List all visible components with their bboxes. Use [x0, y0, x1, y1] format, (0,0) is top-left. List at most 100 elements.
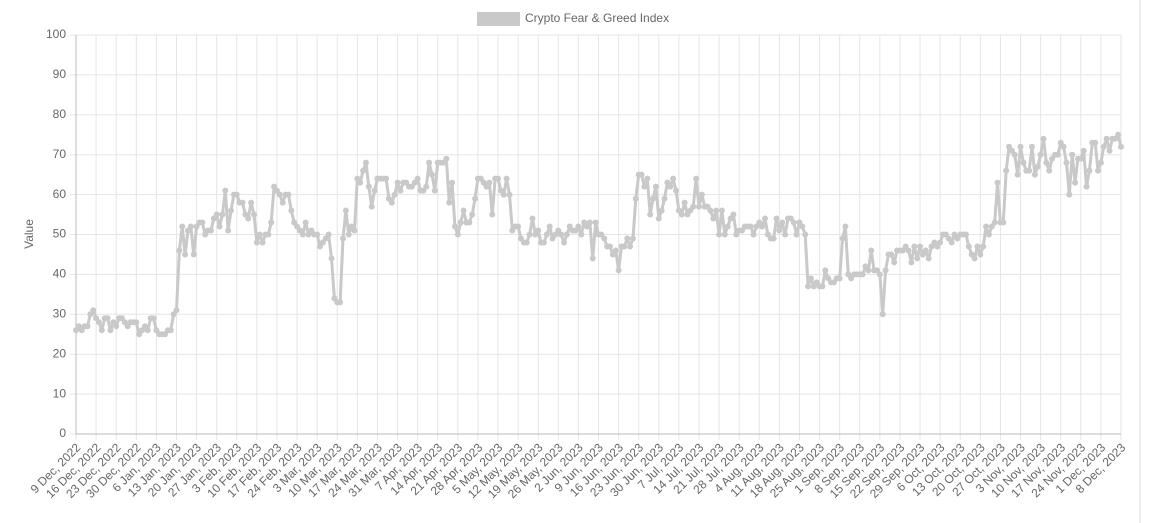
data-point: [974, 243, 981, 250]
data-point: [1054, 151, 1061, 158]
data-point: [1080, 147, 1087, 154]
data-point: [342, 207, 349, 214]
data-point: [661, 195, 668, 202]
data-point: [1063, 159, 1070, 166]
data-point: [876, 271, 883, 278]
data-point: [351, 227, 358, 234]
data-point: [673, 187, 680, 194]
data-point: [911, 243, 918, 250]
data-point: [489, 211, 496, 218]
data-point: [1011, 151, 1018, 158]
data-point: [469, 211, 476, 218]
data-point: [1095, 167, 1102, 174]
data-point: [1026, 167, 1033, 174]
data-point: [905, 247, 912, 254]
data-point: [558, 231, 565, 238]
data-point: [515, 223, 522, 230]
data-point: [276, 191, 283, 198]
data-point: [339, 235, 346, 242]
data-point: [1077, 155, 1084, 162]
data-point: [225, 227, 232, 234]
data-point: [888, 251, 895, 258]
data-point: [503, 175, 510, 182]
data-point: [776, 227, 783, 234]
data-point: [1000, 219, 1007, 226]
data-point: [693, 175, 700, 182]
data-point: [285, 191, 292, 198]
data-point: [802, 231, 809, 238]
legend-label: Crypto Fear & Greed Index: [525, 11, 669, 25]
y-tick-label: 10: [53, 386, 67, 400]
data-point: [724, 223, 731, 230]
data-point: [250, 211, 257, 218]
data-point: [423, 183, 430, 190]
data-point: [466, 219, 473, 226]
data-point: [779, 219, 786, 226]
data-point: [222, 187, 229, 194]
data-point: [859, 271, 866, 278]
data-point: [710, 215, 717, 222]
data-point: [971, 255, 978, 262]
data-point: [925, 255, 932, 262]
data-point: [1097, 159, 1104, 166]
data-point: [819, 283, 826, 290]
data-point: [799, 223, 806, 230]
data-point: [84, 323, 91, 330]
data-point: [908, 259, 915, 266]
data-point: [256, 231, 263, 238]
data-point: [397, 187, 404, 194]
y-tick-label: 0: [59, 426, 66, 440]
data-point: [868, 247, 875, 254]
data-point: [730, 211, 737, 218]
data-point: [173, 307, 180, 314]
data-point: [759, 223, 766, 230]
data-point: [179, 223, 186, 230]
data-point: [578, 231, 585, 238]
data-point: [1092, 139, 1099, 146]
data-point: [891, 259, 898, 266]
data-point: [667, 183, 674, 190]
data-point: [253, 239, 260, 246]
data-point: [805, 283, 812, 290]
data-point: [239, 199, 246, 206]
data-point: [948, 239, 955, 246]
data-point: [394, 179, 401, 186]
data-point: [365, 183, 372, 190]
data-point: [937, 239, 944, 246]
data-point: [1086, 167, 1093, 174]
data-point: [1115, 131, 1122, 138]
data-point: [713, 207, 720, 214]
data-point: [360, 167, 367, 174]
data-point: [1083, 183, 1090, 190]
data-point: [1029, 143, 1036, 150]
data-point: [546, 223, 553, 230]
data-point: [104, 315, 111, 322]
data-point: [650, 195, 657, 202]
data-point: [107, 327, 114, 334]
data-point: [563, 231, 570, 238]
data-point: [721, 231, 728, 238]
data-point: [652, 183, 659, 190]
data-point: [325, 231, 332, 238]
data-point: [747, 223, 754, 230]
data-point: [1034, 163, 1041, 170]
data-point: [922, 247, 929, 254]
data-point: [1017, 143, 1024, 150]
data-point: [268, 219, 275, 226]
data-point: [977, 251, 984, 258]
data-point: [601, 235, 608, 242]
data-point: [451, 223, 458, 230]
data-point: [698, 191, 705, 198]
data-point: [842, 223, 849, 230]
data-point: [681, 199, 688, 206]
data-point: [144, 327, 151, 334]
data-point: [615, 267, 622, 274]
data-point: [1118, 143, 1124, 150]
data-point: [486, 179, 493, 186]
data-point: [454, 231, 461, 238]
data-point: [980, 243, 987, 250]
data-point: [782, 231, 789, 238]
data-point: [836, 275, 843, 282]
data-point: [865, 267, 872, 274]
